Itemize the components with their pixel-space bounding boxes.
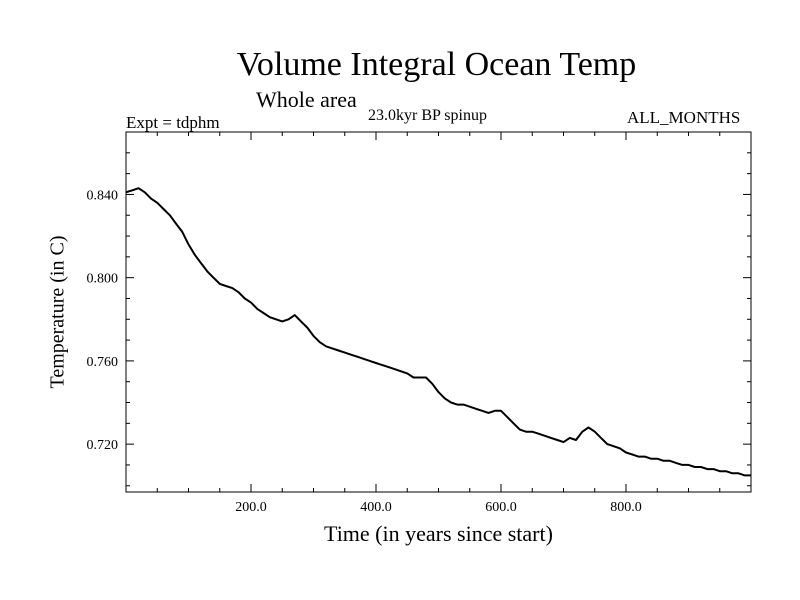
y-tick-label: 0.720: [87, 438, 119, 453]
y-tick-label: 0.760: [87, 355, 119, 370]
tick-labels: 200.0 400.0 600.0 800.0 0.720 0.760 0.800 0.840: [87, 188, 642, 515]
annotation-center: 23.0kyr BP spinup: [368, 107, 487, 124]
x-axis-label: Time (in years since start): [324, 521, 553, 546]
x-tick-label: 800.0: [610, 500, 642, 515]
y-tick-label: 0.800: [87, 272, 119, 287]
annotation-right: ALL_MONTHS: [627, 108, 741, 127]
chart-subtitle: Whole area: [256, 87, 357, 112]
x-tick-label: 600.0: [485, 500, 517, 515]
series-line: [125, 187, 751, 477]
axis-ticks: [126, 132, 751, 492]
annotation-left: Expt = tdphm: [126, 113, 220, 132]
plot-frame: [125, 131, 752, 493]
series-group: [125, 187, 751, 477]
x-tick-label: 200.0: [235, 500, 267, 515]
x-tick-label: 400.0: [360, 500, 392, 515]
y-tick-label: 0.840: [87, 188, 119, 203]
chart-title: Volume Integral Ocean Temp: [236, 46, 637, 83]
